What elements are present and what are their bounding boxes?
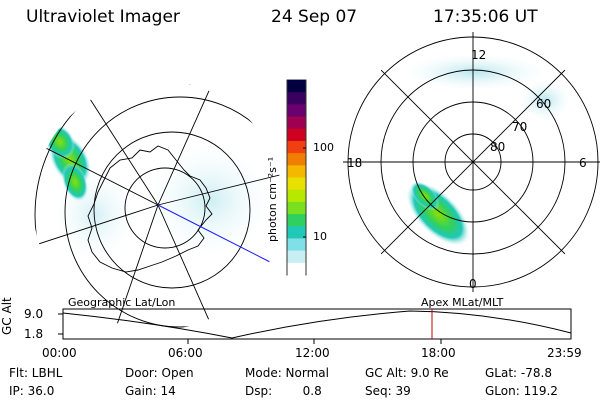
- altitude-plot: [58, 308, 572, 344]
- colorbar-swatch: [287, 165, 306, 179]
- colorbar-swatch: [287, 116, 306, 130]
- colorbar-swatch: [287, 153, 306, 166]
- mode-info: Mode: Normal: [245, 366, 329, 380]
- colorbar-swatch: [287, 104, 306, 118]
- colorbar-swatch: [287, 262, 306, 276]
- glon-info: GLon: 119.2: [485, 384, 558, 398]
- mlt-label-12: 12: [471, 48, 487, 62]
- seq-info: Seq: 39: [365, 384, 411, 398]
- lat-label-80: 80: [490, 140, 506, 154]
- time-tick-0600: 06:00: [168, 346, 203, 360]
- apex-polar-plot: [343, 32, 600, 292]
- colorbar-swatch: [287, 250, 306, 264]
- colorbar-swatch: [287, 201, 306, 215]
- colorbar-tick-10: 10: [313, 230, 327, 243]
- apex-caption: Apex MLat/MLT: [421, 296, 504, 309]
- gain-info: Gain: 14: [125, 384, 176, 398]
- mlt-label-6: 6: [579, 156, 587, 170]
- colorbar-swatch: [287, 177, 306, 191]
- colorbar-swatch: [287, 128, 306, 142]
- mlt-label-0: 0: [469, 277, 477, 291]
- geographic-caption: Geographic Lat/Lon: [68, 296, 176, 309]
- time-tick-2359: 23:59: [547, 346, 582, 360]
- colorbar-swatch: [287, 80, 306, 93]
- altitude-ylabel: GC Alt: [0, 297, 14, 335]
- ip-info: IP: 36.0: [9, 384, 55, 398]
- time-tick-1200: 12:00: [295, 346, 330, 360]
- filter-info: Flt: LBHL: [9, 366, 63, 380]
- altitude-ytick-low: 1.8: [24, 327, 44, 341]
- colorbar-swatch: [287, 226, 306, 240]
- time-tick-0000: 00:00: [42, 346, 77, 360]
- date-label: 24 Sep 07: [271, 7, 358, 27]
- lat-label-70: 70: [512, 120, 528, 134]
- glat-info: GLat: -78.8: [485, 366, 552, 380]
- colorbar-swatch: [287, 92, 306, 105]
- colorbar-unit-label: photon cm⁻²s⁻¹: [266, 156, 279, 242]
- gc-alt-info: GC Alt: 9.0 Re: [365, 366, 449, 380]
- geographic-map: [33, 80, 283, 330]
- colorbar-swatch: [287, 189, 306, 203]
- altitude-curve: [62, 310, 572, 339]
- time-tick-1800: 18:00: [421, 346, 456, 360]
- mlt-label-18: 18: [347, 156, 363, 170]
- door-info: Door: Open: [125, 366, 194, 380]
- colorbar-swatch: [287, 140, 306, 154]
- altitude-ytick-high: 9.0: [24, 307, 44, 321]
- antarctica-coastline: [87, 145, 213, 273]
- instrument-title: Ultraviolet Imager: [26, 7, 180, 27]
- time-label: 17:35:06 UT: [433, 7, 538, 27]
- colorbar-swatch: [287, 214, 306, 227]
- colorbar-tick-100: 100: [313, 141, 334, 154]
- colorbar: [286, 79, 307, 276]
- lat-label-60: 60: [536, 97, 552, 111]
- dsp-info: Dsp: 0.8: [245, 384, 322, 398]
- colorbar-swatch: [287, 238, 306, 252]
